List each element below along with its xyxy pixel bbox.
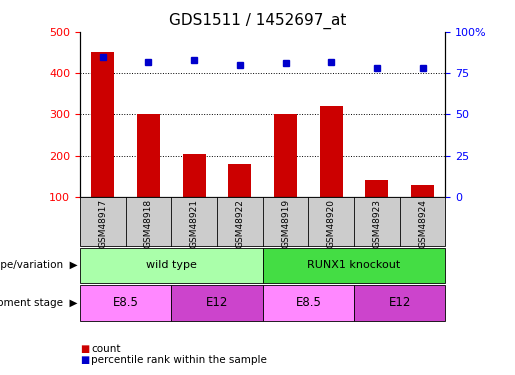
Text: genotype/variation  ▶: genotype/variation ▶ xyxy=(0,260,77,270)
Text: ■: ■ xyxy=(80,355,89,365)
Bar xyxy=(411,184,434,238)
Text: GSM48917: GSM48917 xyxy=(98,199,107,248)
Text: E12: E12 xyxy=(389,296,411,309)
Bar xyxy=(183,154,205,238)
Bar xyxy=(137,114,160,238)
Text: GSM48920: GSM48920 xyxy=(327,199,336,248)
Text: ■: ■ xyxy=(80,344,89,354)
Bar xyxy=(320,106,342,238)
Text: GDS1511 / 1452697_at: GDS1511 / 1452697_at xyxy=(169,13,346,29)
Bar xyxy=(228,164,251,238)
Text: percentile rank within the sample: percentile rank within the sample xyxy=(91,355,267,365)
Text: GSM48918: GSM48918 xyxy=(144,199,153,248)
Text: wild type: wild type xyxy=(146,260,197,270)
Text: E12: E12 xyxy=(206,296,228,309)
Text: E8.5: E8.5 xyxy=(113,296,139,309)
Text: GSM48923: GSM48923 xyxy=(372,199,382,248)
Bar xyxy=(366,180,388,238)
Text: count: count xyxy=(91,344,121,354)
Text: RUNX1 knockout: RUNX1 knockout xyxy=(307,260,401,270)
Text: E8.5: E8.5 xyxy=(296,296,321,309)
Bar xyxy=(91,53,114,238)
Text: development stage  ▶: development stage ▶ xyxy=(0,298,77,308)
Text: GSM48919: GSM48919 xyxy=(281,199,290,248)
Text: GSM48921: GSM48921 xyxy=(190,199,199,248)
Text: GSM48922: GSM48922 xyxy=(235,199,244,248)
Text: GSM48924: GSM48924 xyxy=(418,199,427,248)
Bar xyxy=(274,114,297,238)
